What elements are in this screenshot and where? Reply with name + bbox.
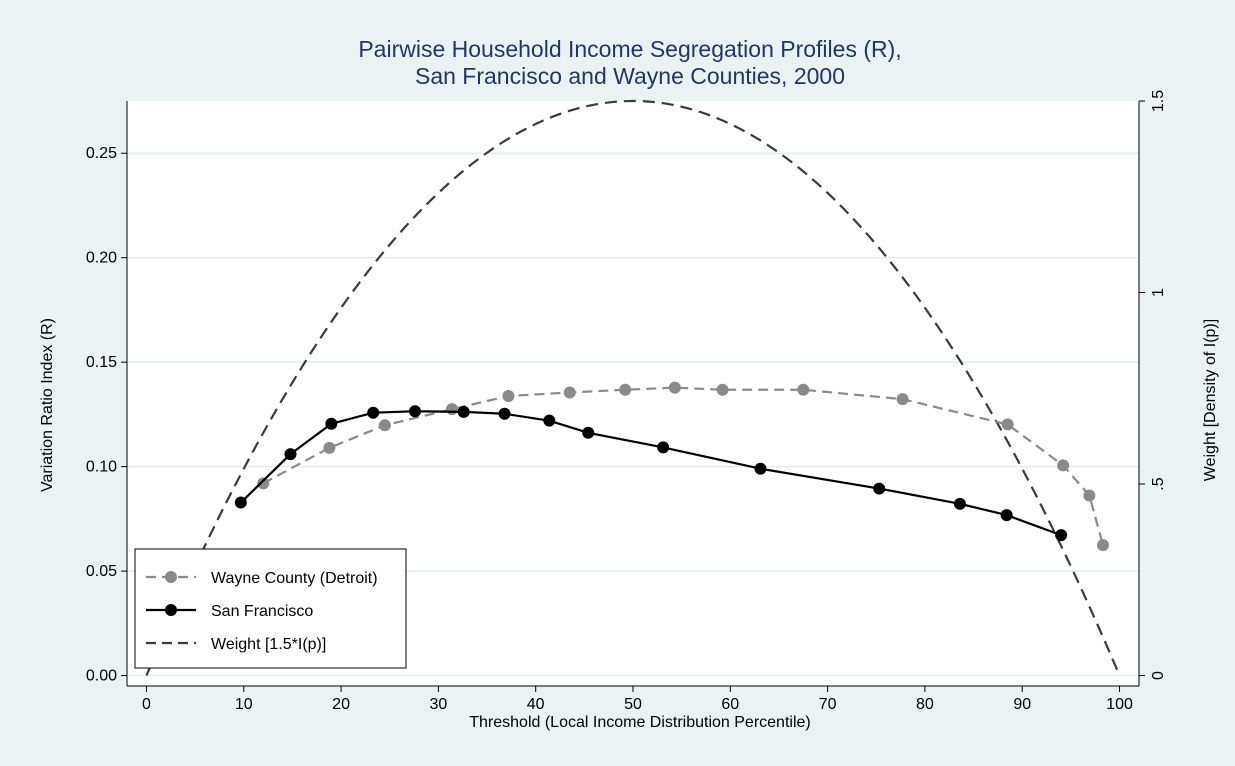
wayne-data-point — [668, 381, 681, 394]
wayne-data-point — [1096, 539, 1109, 552]
legend-box — [134, 548, 407, 669]
sf-data-point — [367, 406, 380, 419]
x-tick-label: 20 — [332, 696, 350, 713]
sf-data-point — [457, 405, 470, 418]
sf-data-point — [754, 462, 767, 475]
y-tick-label: 0.10 — [86, 459, 117, 476]
y-axis-label: Variation Ratio Index (R) — [39, 318, 56, 492]
y-tick-label: 0.20 — [86, 250, 117, 267]
sf-data-point — [498, 407, 511, 420]
wayne-data-point — [502, 390, 515, 403]
legend-wayne-label: Wayne County (Detroit) — [211, 570, 378, 587]
x-tick-label: 70 — [819, 696, 837, 713]
x-tick-label: 60 — [721, 696, 739, 713]
y2-tick-label: .5 — [1150, 477, 1167, 490]
wayne-data-point — [446, 403, 459, 416]
sf-data-point — [1055, 529, 1068, 542]
weight-curve — [145, 99, 1121, 676]
sf-data-point — [1000, 509, 1013, 522]
sf-data-point — [582, 426, 595, 439]
sf-data-point — [873, 482, 886, 495]
legend-sf-marker — [165, 604, 177, 616]
x-tick-label: 80 — [916, 696, 934, 713]
wayne-data-point — [1057, 459, 1070, 472]
wayne-data-point — [1001, 418, 1014, 431]
wayne-data-point — [619, 383, 632, 396]
chart-title-line-1: Pairwise Household Income Segregation Pr… — [358, 36, 901, 62]
legend-weight-label: Weight [1.5*I(p)] — [211, 636, 326, 653]
sf-data-point — [325, 417, 338, 430]
x-tick-label: 90 — [1013, 696, 1031, 713]
wayne-data-point — [896, 393, 909, 406]
y-tick-label: 0.25 — [86, 145, 117, 162]
wayne-data-point — [716, 383, 729, 396]
y2-tick-label: 0 — [1150, 671, 1167, 680]
sf-data-point — [234, 496, 247, 509]
legend: Wayne County (Detroit) San Francisco Wei… — [134, 548, 407, 669]
wayne-data-point — [378, 419, 391, 432]
chart-title-line-2: San Francisco and Wayne Counties, 2000 — [415, 63, 845, 89]
sf-data-point — [284, 448, 297, 461]
x-axis-label: Threshold (Local Income Distribution Per… — [469, 714, 810, 731]
legend-wayne-marker — [165, 571, 177, 583]
y2-tick-label: 1.5 — [1150, 90, 1167, 112]
sf-data-point — [543, 414, 556, 427]
wayne-data-point — [563, 386, 576, 399]
wayne-data-point — [323, 441, 336, 454]
x-tick-label: 10 — [235, 696, 253, 713]
y-tick-label: 0.00 — [86, 668, 117, 685]
series-layer — [145, 99, 1121, 676]
y-tick-label: 0.15 — [86, 354, 117, 371]
sf-data-point — [657, 441, 670, 454]
wayne-data-point — [1083, 489, 1096, 502]
sf-data-point — [409, 405, 422, 418]
x-tick-label: 50 — [624, 696, 642, 713]
y2-tick-label: 1 — [1150, 288, 1167, 297]
y2-axis-label: Weight [Density of I(p)] — [1202, 319, 1219, 481]
x-tick-label: 40 — [527, 696, 545, 713]
wayne-data-point — [797, 383, 810, 396]
x-tick-label: 100 — [1106, 696, 1133, 713]
legend-sf-label: San Francisco — [211, 603, 313, 620]
axes-layer: 0.000.050.100.150.200.250 10 20 30 40 50 60 70 8… — [86, 90, 1167, 713]
x-tick-label: 0 — [142, 696, 151, 713]
y-tick-label: 0.05 — [86, 563, 117, 580]
wayne-data-point — [257, 477, 270, 490]
x-tick-label: 30 — [429, 696, 447, 713]
sf-data-point — [953, 497, 966, 510]
